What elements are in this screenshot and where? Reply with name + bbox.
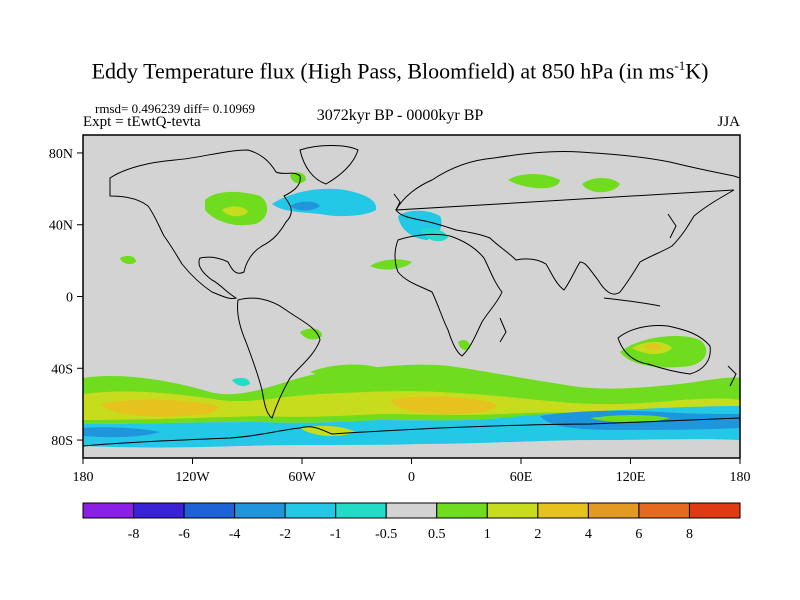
lon-label: 60W — [288, 470, 316, 485]
colorbar-swatch — [537, 502, 589, 519]
antarctica-coast — [83, 417, 740, 447]
colorbar-label: -2 — [279, 527, 291, 542]
south-africa-positive — [458, 340, 470, 350]
eurasia-coast — [395, 150, 740, 295]
south-atlantic-positive — [310, 364, 380, 377]
southern-ocean-max-1 — [100, 399, 219, 417]
lat-label: 40N — [49, 219, 73, 234]
lat-label: 0 — [66, 291, 73, 306]
lat-label: 80N — [49, 147, 73, 162]
australia-max — [645, 343, 662, 350]
north-america-positive-core — [222, 206, 248, 217]
australia-coast — [617, 325, 711, 375]
north-america-coast — [109, 149, 301, 299]
colorbar-label: -4 — [229, 527, 241, 542]
colorbar-label: -6 — [178, 527, 190, 542]
plot-title: Eddy Temperature flux (High Pass, Bloomf… — [91, 58, 709, 84]
longitude-axis: 180 120W 60W 0 60E 120E 180 — [73, 458, 751, 485]
north-atlantic-negative-core — [290, 201, 320, 211]
colorbar-label: 1 — [484, 527, 491, 542]
west-coast-positive — [120, 255, 136, 265]
colorbar-swatch — [82, 502, 135, 519]
lon-label: 120E — [616, 470, 646, 485]
colorbar-swatch — [486, 502, 539, 519]
greenland-coast — [299, 145, 359, 185]
east-asia-positive — [582, 178, 620, 193]
lat-label: 40S — [51, 362, 73, 377]
colorbar-label: 0.5 — [428, 527, 446, 542]
new-zealand-coast — [727, 365, 737, 387]
colorbar-swatch — [688, 502, 741, 519]
drake-negative-core — [83, 427, 160, 438]
lon-label: 180 — [730, 470, 751, 485]
colorbar: -8 -6 -4 -2 -1 -0.5 0.5 1 2 4 6 8 — [82, 502, 741, 542]
sahara-positive — [370, 259, 412, 270]
lon-label: 120W — [175, 470, 210, 485]
south-america-coast — [237, 297, 321, 419]
alaska-positive — [290, 172, 306, 184]
japan-coast — [667, 213, 677, 239]
south-atlantic-negative — [232, 377, 250, 387]
colorbar-swatch — [436, 502, 488, 519]
colorbar-label: -8 — [128, 527, 140, 542]
colorbar-swatch — [133, 502, 185, 519]
experiment-label: Expt = tEwtQ-tevta — [83, 114, 201, 130]
colorbar-swatch — [284, 502, 337, 519]
south-america-positive — [300, 328, 322, 340]
antarctic-positive-patch — [590, 415, 670, 423]
indonesia-coast — [603, 297, 661, 307]
colorbar-label: -0.5 — [375, 527, 397, 542]
uk-coast — [393, 193, 401, 211]
colorbar-label: 2 — [534, 527, 541, 542]
latitude-axis: 80N 40N 0 40S 80S — [49, 147, 83, 449]
southern-ocean-max-2 — [390, 396, 497, 414]
colorbar-label: 6 — [635, 527, 642, 542]
colorbar-swatch — [638, 502, 690, 519]
lon-label: 0 — [408, 470, 415, 485]
colorbar-swatch — [335, 502, 387, 519]
colorbar-label: 8 — [686, 527, 693, 542]
africa-coast — [394, 233, 503, 357]
colorbar-swatch — [234, 502, 286, 519]
coastlines — [83, 145, 740, 447]
madagascar-coast — [499, 317, 507, 343]
season-label: JJA — [717, 114, 740, 130]
colorbar-swatch — [385, 502, 438, 519]
period-label: 3072kyr BP - 0000kyr BP — [316, 107, 484, 124]
colorbar-swatch — [183, 502, 236, 519]
colorbar-label: 4 — [585, 527, 592, 542]
east-atlantic-negative — [420, 228, 448, 242]
lon-label: 60E — [510, 470, 533, 485]
lon-label: 180 — [73, 470, 94, 485]
lat-label: 80S — [51, 434, 73, 449]
colorbar-label: -1 — [330, 527, 342, 542]
stats-line: rmsd= 0.496239 diff= 0.10969 — [95, 101, 255, 116]
flux-contours — [83, 172, 740, 448]
siberia-positive — [508, 174, 560, 189]
colorbar-swatch — [587, 502, 640, 519]
